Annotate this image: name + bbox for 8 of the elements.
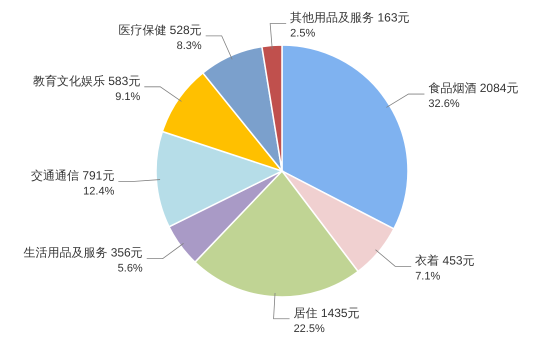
slice-label: 交通通信 791元 12.4% bbox=[31, 168, 115, 198]
slice-label: 其他用品及服务 163元 2.5% bbox=[290, 10, 410, 40]
slice-label: 衣着 453元 7.1% bbox=[415, 253, 475, 282]
slice-label: 食品烟酒 2084元 32.6% bbox=[428, 81, 518, 110]
slice-label: 居住 1435元 22.5% bbox=[294, 306, 360, 335]
slice-label: 医疗保健 528元 8.3% bbox=[118, 22, 202, 52]
slice-label: 教育文化娱乐 583元 9.1% bbox=[32, 74, 140, 103]
slice-label: 生活用品及服务 356元 5.6% bbox=[23, 246, 143, 275]
